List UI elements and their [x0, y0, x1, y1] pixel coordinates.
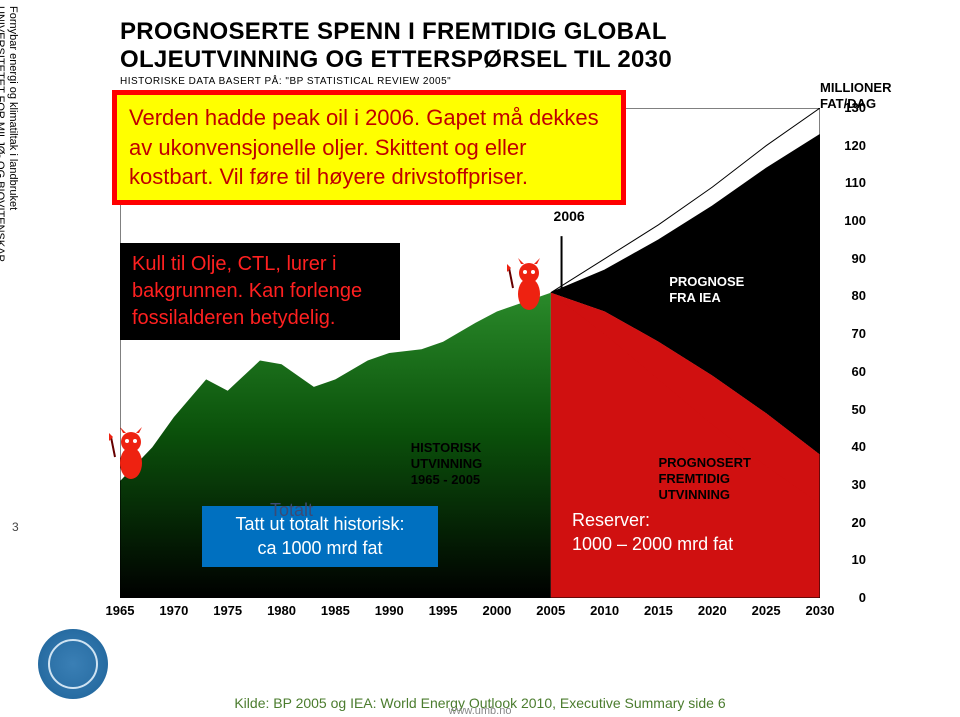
- chart-subtitle: HISTORISKE DATA BASERT PÅ: "BP STATISTIC…: [120, 76, 880, 87]
- y-tick: 110: [845, 175, 866, 190]
- shadow-text: Totalt: [270, 498, 313, 522]
- x-tick: 2025: [752, 603, 781, 618]
- svg-text:2006: 2006: [554, 208, 585, 224]
- y-tick: 90: [852, 251, 866, 266]
- org-logo-icon: [38, 629, 108, 699]
- x-tick: 1975: [213, 603, 242, 618]
- y-tick: 50: [852, 402, 866, 417]
- devil-icon: [109, 427, 153, 483]
- callout-yellow: Verden hadde peak oil i 2006. Gapet må d…: [112, 90, 626, 205]
- y-tick: 60: [852, 364, 866, 379]
- y-tick: 40: [852, 439, 866, 454]
- devil-icon: [507, 258, 551, 314]
- x-tick: 2020: [698, 603, 727, 618]
- x-tick: 1990: [375, 603, 404, 618]
- x-tick: 2015: [644, 603, 673, 618]
- callout-black: Kull til Olje, CTL, lurer i bakgrunnen. …: [120, 243, 400, 340]
- y-tick: 130: [844, 100, 866, 115]
- callout-blue-right: Reserver: 1000 – 2000 mrd fat: [572, 508, 733, 557]
- org-label: UNIVERSITETET FOR MILJØ- OG BIOVITENSKAP: [0, 6, 6, 262]
- x-tick: 2030: [806, 603, 835, 618]
- callout-blue-left: Totalt Tatt ut totalt historisk: ca 1000…: [202, 506, 438, 567]
- x-tick: 1980: [267, 603, 296, 618]
- slide: UNIVERSITETET FOR MILJØ- OG BIOVITENSKAP…: [0, 0, 960, 717]
- x-tick: 1995: [429, 603, 458, 618]
- y-tick: 0: [859, 590, 866, 605]
- y-tick: 20: [852, 515, 866, 530]
- y-tick: 70: [852, 326, 866, 341]
- y-tick: 10: [852, 552, 866, 567]
- x-tick: 2005: [536, 603, 565, 618]
- x-tick: 2010: [590, 603, 619, 618]
- left-rail: UNIVERSITETET FOR MILJØ- OG BIOVITENSKAP…: [6, 6, 34, 446]
- y-tick: 30: [852, 477, 866, 492]
- chart-annotation: PROGNOSEFRA IEA: [669, 274, 744, 307]
- y-tick: 100: [844, 213, 866, 228]
- x-tick: 1970: [159, 603, 188, 618]
- footer-url: www.umb.no: [0, 705, 960, 717]
- chart-title-1: PROGNOSERTE SPENN I FREMTIDIG GLOBAL: [120, 18, 880, 46]
- chart-title-2: OLJEUTVINNING OG ETTERSPØRSEL TIL 2030: [120, 46, 880, 74]
- x-tick: 2000: [482, 603, 511, 618]
- chart-area: PROGNOSERTE SPENN I FREMTIDIG GLOBAL OLJ…: [120, 18, 880, 648]
- x-tick: 1965: [106, 603, 135, 618]
- chart-plot: 2006 MILLIONER FAT/DAG 01020304050607080…: [120, 108, 820, 598]
- chart-annotation: PROGNOSERTFREMTIDIGUTVINNING: [658, 455, 750, 504]
- course-label: Fornybar energi og klimatiltak i landbru…: [7, 6, 19, 210]
- y-tick: 80: [852, 288, 866, 303]
- chart-annotation: HISTORISKUTVINNING1965 - 2005: [411, 440, 483, 489]
- y-tick: 120: [844, 138, 866, 153]
- x-tick: 1985: [321, 603, 350, 618]
- page-number: 3: [12, 520, 19, 534]
